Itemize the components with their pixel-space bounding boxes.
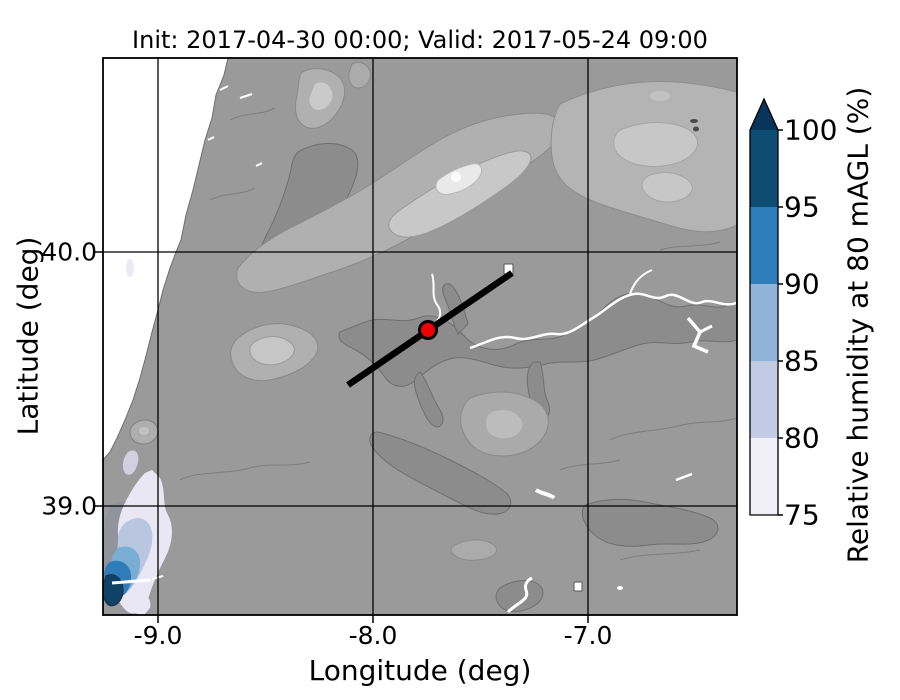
colorbar-tick-80: 80	[784, 421, 820, 455]
axis-ticks	[95, 251, 589, 623]
gridlines	[103, 58, 737, 615]
colorbar	[749, 97, 783, 516]
colorbar-tick-85: 85	[784, 344, 820, 378]
map-plot	[103, 58, 737, 615]
small-lake	[617, 586, 623, 590]
dark-spots	[690, 119, 699, 132]
ocean-region	[103, 58, 228, 460]
figure-title: Init: 2017-04-30 00:00; Valid: 2017-05-2…	[132, 26, 708, 54]
contour-lines	[179, 107, 737, 561]
reservoir-2	[573, 581, 583, 592]
x-tick-neg9: -9.0	[133, 621, 183, 650]
location-marker	[418, 320, 438, 340]
colorbar-tick-90: 90	[784, 267, 820, 301]
colorbar-tick-100: 100	[784, 113, 838, 147]
x-tick-neg8: -8.0	[348, 621, 398, 650]
x-axis-label: Longitude (deg)	[308, 654, 532, 687]
colorbar-tick-75: 75	[784, 498, 820, 532]
terrain-highlands	[129, 61, 737, 561]
plot-border	[102, 57, 738, 616]
y-tick-39: 39.0	[41, 491, 97, 521]
colorbar-tick-95: 95	[784, 190, 820, 224]
y-tick-40: 40.0	[41, 237, 97, 267]
coastline	[103, 58, 229, 461]
x-tick-neg7: -7.0	[563, 621, 613, 650]
mountain-peak-estrela	[451, 172, 461, 182]
colorbar-over-arrow	[750, 99, 778, 130]
rivers	[207, 85, 737, 614]
